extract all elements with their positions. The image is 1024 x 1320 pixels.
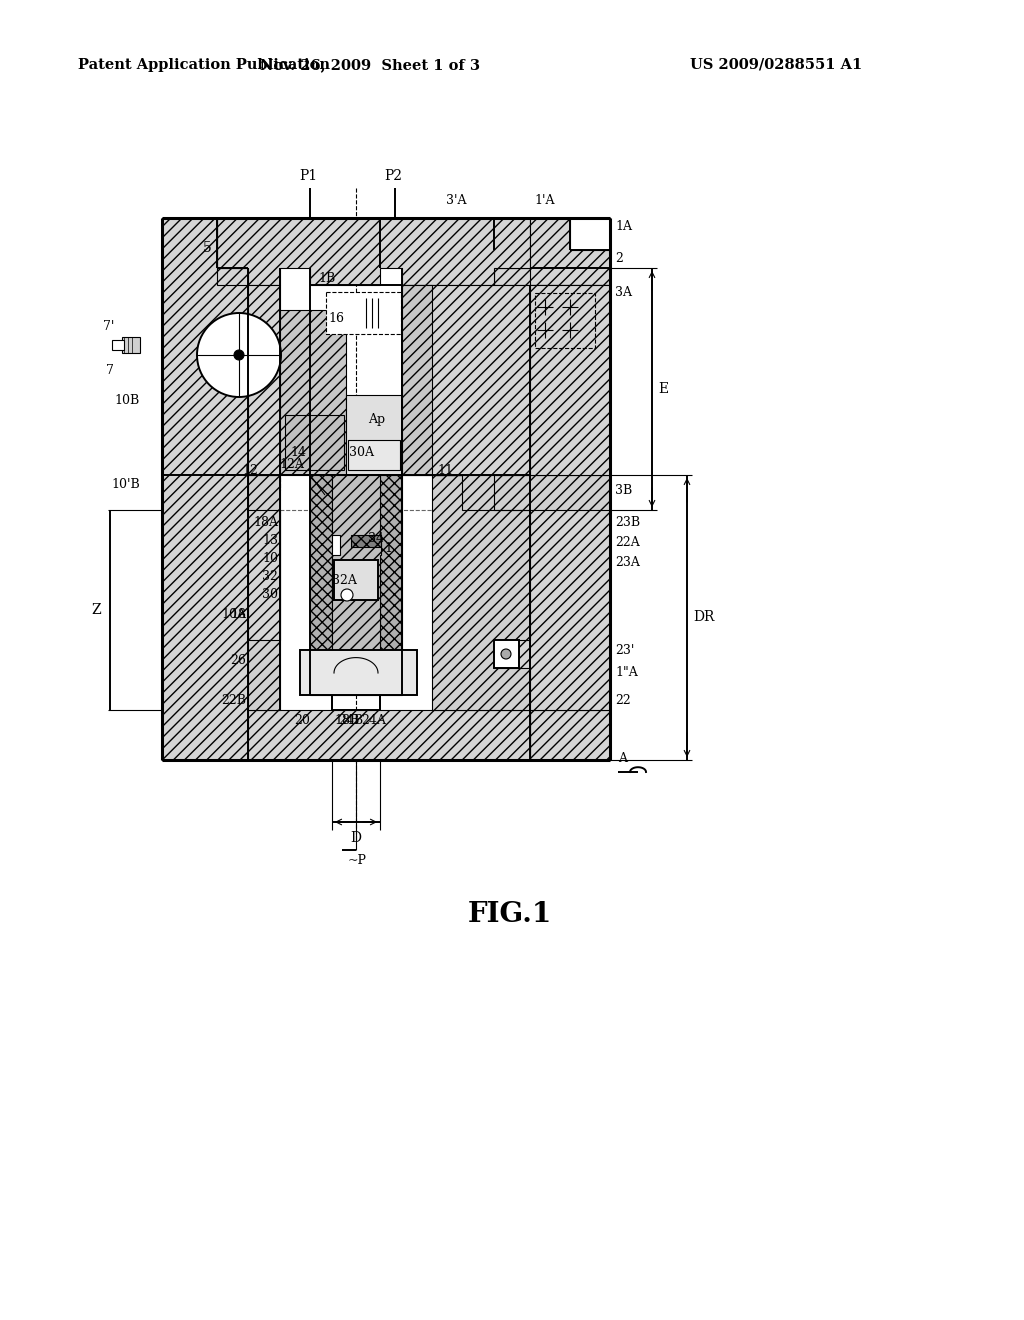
Text: 7: 7 (106, 363, 114, 376)
Text: P1: P1 (299, 169, 317, 183)
Polygon shape (530, 285, 610, 475)
Text: 1'A: 1'A (535, 194, 555, 206)
Polygon shape (494, 218, 610, 475)
Text: Z: Z (91, 603, 100, 616)
Text: 10: 10 (262, 552, 278, 565)
Text: 34: 34 (368, 532, 384, 545)
Polygon shape (248, 475, 280, 710)
Bar (535, 293, 595, 348)
Text: D: D (350, 832, 361, 845)
Text: 18B: 18B (334, 714, 359, 726)
Text: P2: P2 (384, 169, 402, 183)
Text: US 2009/0288551 A1: US 2009/0288551 A1 (690, 58, 862, 73)
Text: ~P: ~P (348, 854, 367, 866)
Polygon shape (494, 510, 610, 710)
Text: 22A: 22A (615, 536, 640, 549)
Text: 12: 12 (242, 463, 258, 477)
Bar (348, 440, 400, 470)
Polygon shape (380, 475, 402, 696)
Text: 32A: 32A (332, 573, 356, 586)
Text: 26: 26 (230, 653, 246, 667)
Polygon shape (248, 285, 280, 475)
Text: 30: 30 (262, 587, 278, 601)
Text: 14: 14 (290, 446, 306, 458)
Polygon shape (530, 218, 610, 285)
Text: Ap: Ap (368, 413, 385, 426)
Polygon shape (570, 218, 610, 249)
Polygon shape (402, 285, 530, 475)
Text: 5: 5 (203, 242, 212, 255)
Text: FIG.1: FIG.1 (468, 902, 552, 928)
Polygon shape (280, 310, 346, 475)
Polygon shape (310, 475, 332, 696)
Circle shape (501, 649, 511, 659)
Text: 24B: 24B (338, 714, 364, 726)
Bar (300, 649, 417, 696)
Text: 22B: 22B (221, 693, 246, 706)
Circle shape (234, 350, 244, 360)
Text: Patent Application Publication: Patent Application Publication (78, 58, 330, 73)
Bar (326, 292, 401, 334)
Text: A: A (618, 751, 628, 764)
Text: 7': 7' (102, 321, 114, 334)
Circle shape (341, 589, 353, 601)
Polygon shape (432, 475, 610, 710)
Circle shape (197, 313, 281, 397)
Text: Nov. 26, 2009  Sheet 1 of 3: Nov. 26, 2009 Sheet 1 of 3 (260, 58, 480, 73)
Text: 1"A: 1"A (615, 667, 638, 680)
Bar (351, 535, 381, 546)
Bar (494, 640, 519, 668)
Polygon shape (432, 475, 494, 510)
Polygon shape (162, 218, 248, 760)
Text: 16: 16 (328, 312, 344, 325)
Text: 13: 13 (262, 533, 278, 546)
Text: 11: 11 (437, 463, 453, 477)
Text: DR: DR (693, 610, 715, 624)
Text: 22: 22 (615, 693, 631, 706)
Polygon shape (162, 218, 248, 475)
Text: 23A: 23A (615, 556, 640, 569)
Text: E: E (658, 381, 668, 396)
Polygon shape (402, 285, 432, 475)
Text: 3B: 3B (615, 483, 632, 496)
Text: 3A: 3A (615, 286, 632, 300)
Text: 1A: 1A (615, 219, 632, 232)
Polygon shape (346, 395, 402, 475)
Text: 12A: 12A (280, 458, 304, 471)
Text: 1: 1 (384, 543, 392, 556)
Polygon shape (248, 510, 280, 640)
Text: 23': 23' (615, 644, 635, 656)
Text: 10A: 10A (221, 609, 246, 622)
Text: 10B: 10B (115, 393, 140, 407)
Polygon shape (285, 414, 344, 470)
Bar (112, 341, 124, 350)
Polygon shape (332, 475, 381, 696)
Text: 23B: 23B (615, 516, 640, 528)
Polygon shape (248, 710, 530, 760)
Text: 1B: 1B (318, 272, 335, 285)
Text: 10'B: 10'B (112, 479, 140, 491)
Text: 30A: 30A (348, 446, 374, 458)
Polygon shape (217, 218, 530, 285)
Bar (334, 560, 378, 601)
Bar (122, 337, 140, 352)
Polygon shape (530, 285, 610, 760)
Text: 3'A: 3'A (445, 194, 466, 206)
Text: 18: 18 (230, 609, 246, 622)
Text: 32: 32 (262, 569, 278, 582)
Text: 20: 20 (294, 714, 310, 726)
Text: 24A: 24A (361, 714, 386, 726)
Text: 18A: 18A (253, 516, 278, 528)
Text: 2: 2 (615, 252, 623, 264)
